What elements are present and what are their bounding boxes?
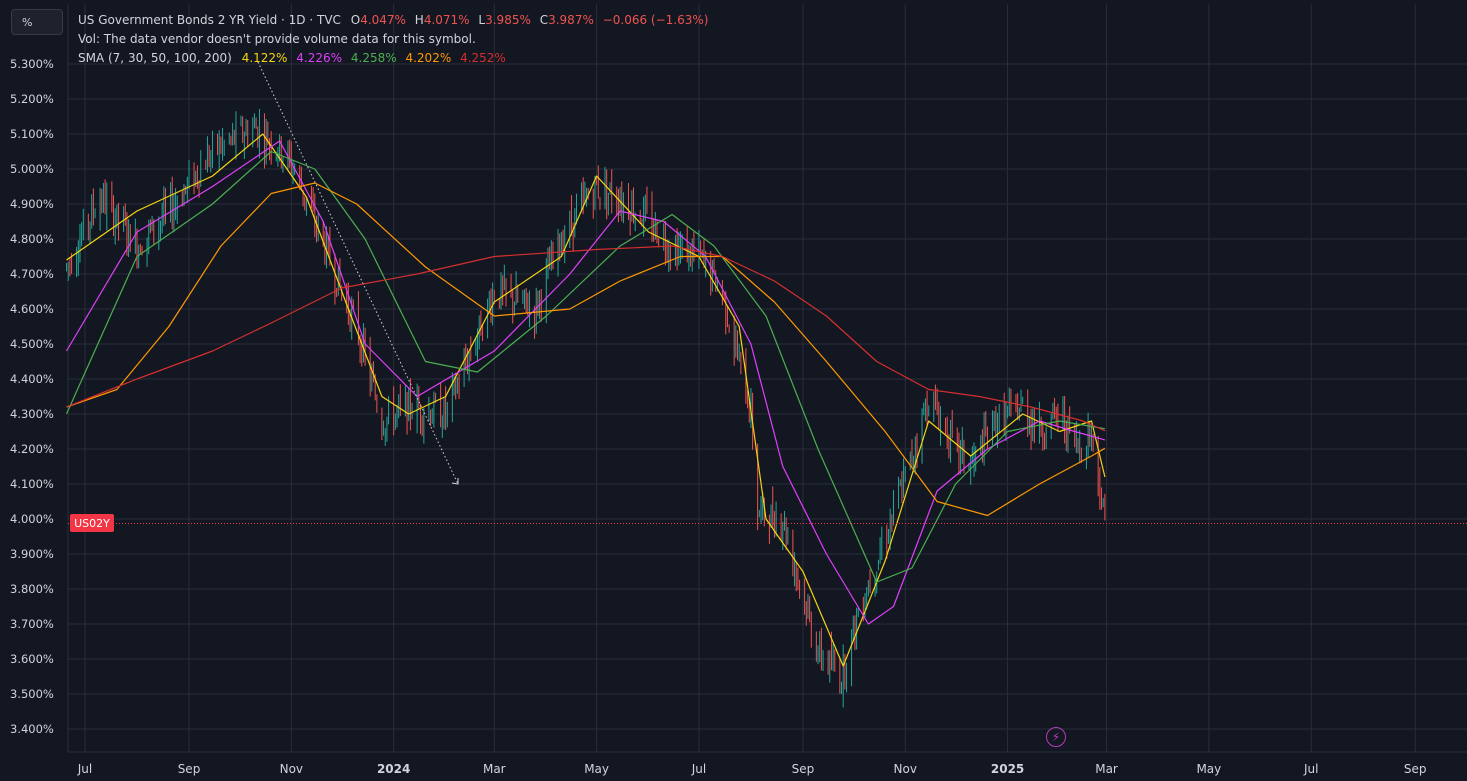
sma50-value: 4.258% — [350, 51, 397, 65]
x-tick-label: May — [1196, 762, 1221, 776]
trend-line-drawing[interactable] — [257, 61, 459, 485]
y-axis[interactable]: 5.300% 5.200% 5.100% 5.000% 4.900% 4.800% 4.70… — [10, 57, 54, 736]
x-tick-label: Jul — [1303, 762, 1318, 776]
chart-grid — [67, 4, 1467, 753]
x-tick-label: 2024 — [377, 762, 410, 776]
legend-high-value: 4.071% — [423, 13, 470, 27]
y-tick-label: 3.500% — [10, 687, 54, 701]
candles — [66, 109, 1106, 708]
y-tick-label: 4.200% — [10, 442, 54, 456]
y-tick-label: 5.300% — [10, 57, 54, 71]
y-tick-label: 3.900% — [10, 547, 54, 561]
x-tick-label: Jul — [691, 762, 706, 776]
legend-high-label: H — [414, 13, 424, 27]
y-tick-label: 3.600% — [10, 652, 54, 666]
y-tick-label: 3.700% — [10, 617, 54, 631]
y-tick-label: 4.300% — [10, 407, 54, 421]
legend-low-value: 3.985% — [485, 13, 531, 27]
sma-line-sma200 — [66, 245, 1106, 432]
sma200-value: 4.252% — [460, 51, 506, 65]
trend-line-arrowhead — [451, 478, 459, 485]
sma-line-sma100 — [66, 182, 1106, 517]
y-tick-label: 4.000% — [10, 512, 54, 526]
x-tick-label: Mar — [1095, 762, 1118, 776]
y-tick-label: 4.100% — [10, 477, 54, 491]
y-tick-label: 4.900% — [10, 197, 54, 211]
x-axis[interactable]: Jul Sep Nov 2024 Mar May Jul Sep Nov 2025 Mar May Ju… — [77, 762, 1467, 776]
y-tick-label: 4.700% — [10, 267, 54, 281]
y-tick-label: 5.100% — [10, 127, 54, 141]
sma-lines — [65, 133, 1106, 667]
x-tick-label: May — [584, 762, 609, 776]
y-tick-label: 4.600% — [10, 302, 54, 316]
symbol-price-tag[interactable]: US02Y — [70, 514, 114, 532]
sma-line-sma7 — [66, 133, 1106, 667]
y-tick-label: 4.500% — [10, 337, 54, 351]
legend-line-symbol: US Government Bonds 2 YR Yield · 1D · TV… — [78, 11, 708, 30]
y-tick-label: 5.200% — [10, 92, 54, 106]
lightning-icon[interactable]: ⚡ — [1046, 727, 1066, 747]
sma-line-sma30 — [65, 140, 1106, 625]
x-tick-label: Sep — [1404, 762, 1427, 776]
x-tick-label: Nov — [894, 762, 917, 776]
x-tick-label: Sep — [178, 762, 201, 776]
legend-close-label: C — [539, 13, 549, 27]
sma30-value: 4.226% — [296, 51, 343, 65]
y-tick-label: 5.000% — [10, 162, 54, 176]
legend-line-volume[interactable]: Vol: The data vendor doesn't provide vol… — [78, 32, 476, 46]
y-tick-label: 3.800% — [10, 582, 54, 596]
legend-low-label: L — [478, 13, 486, 27]
y-tick-label: 4.800% — [10, 232, 54, 246]
sma-label[interactable]: SMA (7, 30, 50, 100, 200) — [78, 51, 232, 65]
legend-line-sma: SMA (7, 30, 50, 100, 200) 4.122% 4.226% … — [78, 49, 708, 68]
chart-legend: US Government Bonds 2 YR Yield · 1D · TV… — [78, 11, 708, 68]
x-tick-label: 2025 — [991, 762, 1024, 776]
x-tick-label: Nov — [280, 762, 303, 776]
legend-open-value: 4.047% — [360, 13, 406, 27]
sma-line-sma50 — [65, 150, 1106, 583]
legend-close-value: 3.987% — [548, 13, 594, 27]
x-tick-label: Mar — [483, 762, 506, 776]
y-tick-label: 4.400% — [10, 372, 54, 386]
legend-change: −0.066 (−1.63%) — [602, 13, 709, 27]
x-tick-label: Jul — [77, 762, 92, 776]
legend-open-label: O — [350, 13, 361, 27]
x-tick-label: Sep — [792, 762, 815, 776]
sma100-value: 4.202% — [405, 51, 452, 65]
legend-symbol-title[interactable]: US Government Bonds 2 YR Yield · 1D · TV… — [78, 13, 341, 27]
y-tick-label: 3.400% — [10, 722, 54, 736]
unit-toggle-button[interactable]: % — [11, 9, 63, 35]
sma7-value: 4.122% — [241, 51, 288, 65]
